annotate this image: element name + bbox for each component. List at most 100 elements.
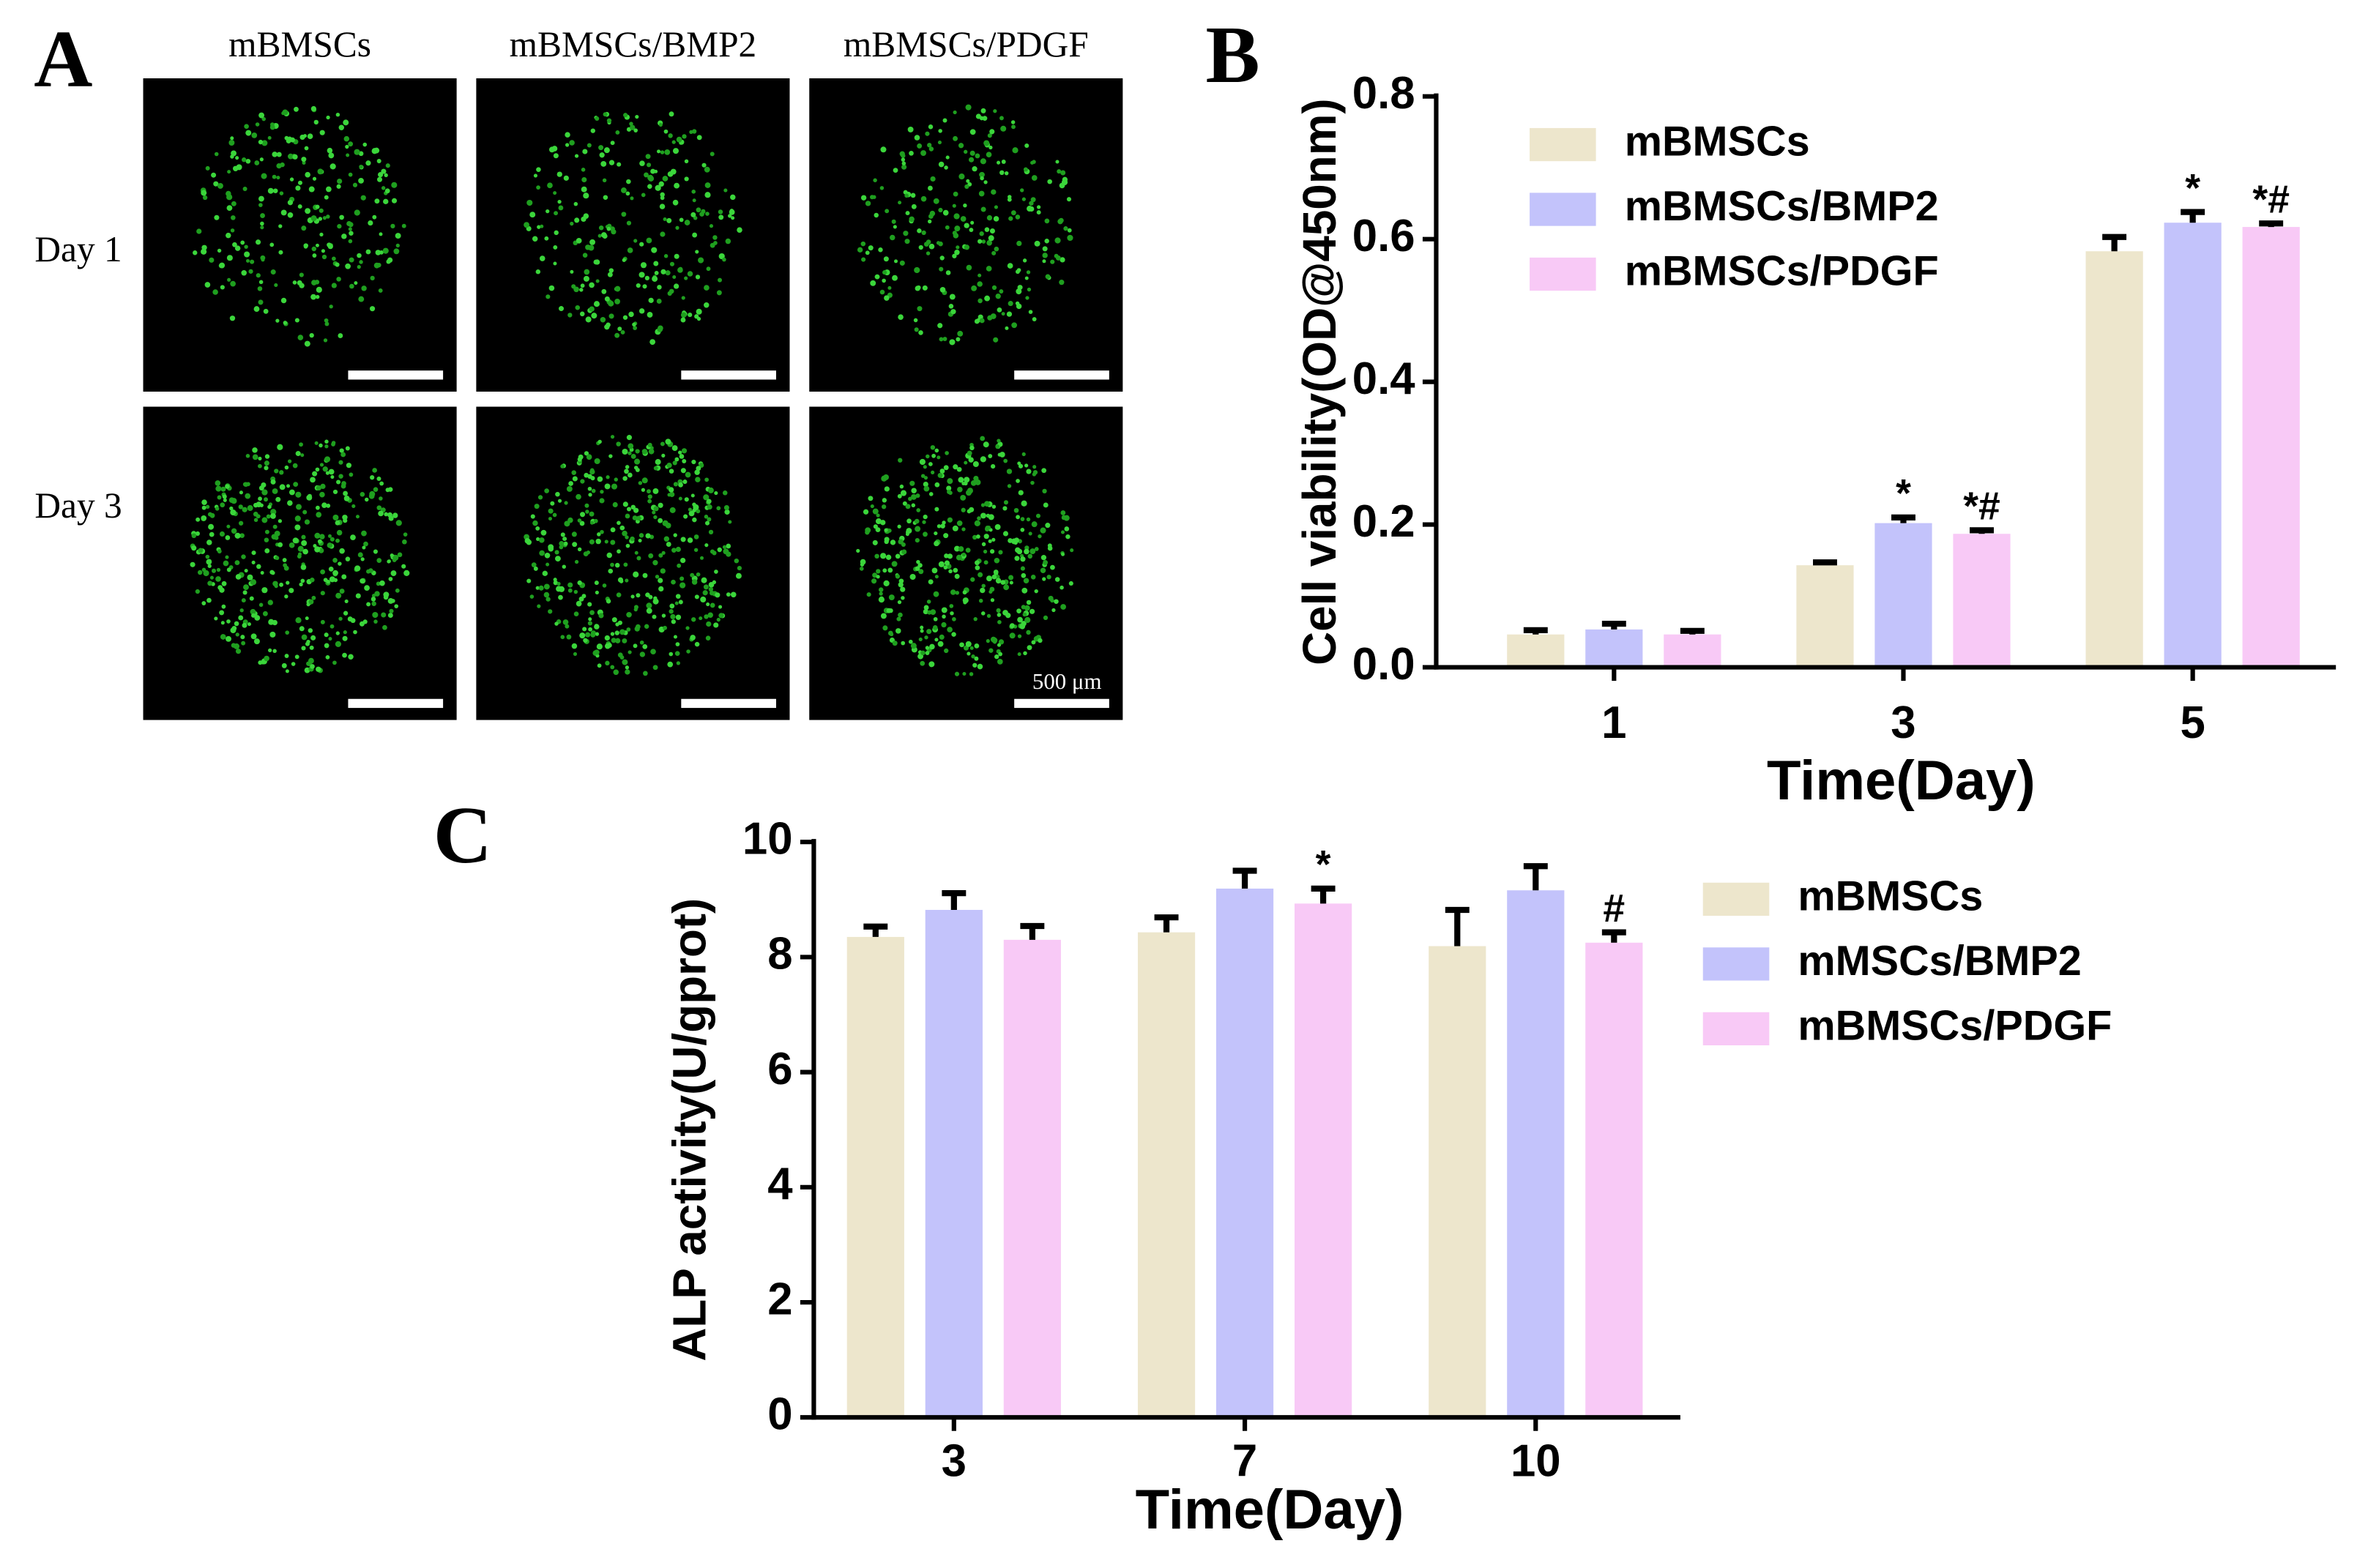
cell-dot <box>342 635 348 641</box>
cell-dot <box>646 237 652 244</box>
cell-dot <box>343 119 349 126</box>
cell-dot <box>225 484 230 489</box>
image-frame <box>476 406 790 720</box>
cell-dot <box>1030 197 1036 203</box>
cell-dot <box>635 115 639 119</box>
cell-dot <box>1030 160 1035 165</box>
cell-dot <box>887 567 893 573</box>
cell-dot <box>544 236 549 241</box>
cell-dot <box>691 459 696 465</box>
cell-dot <box>582 627 587 632</box>
cell-dot <box>888 594 895 601</box>
bar <box>1215 888 1274 1418</box>
cell-dot <box>360 195 366 201</box>
cell-dot <box>608 160 615 165</box>
cell-dot <box>895 553 901 559</box>
cell-dot <box>949 339 956 346</box>
cell-dot <box>669 288 674 294</box>
cell-dot <box>928 243 935 250</box>
cell-dot <box>702 590 708 596</box>
cell-dot <box>663 217 667 221</box>
cell-dot <box>707 517 712 522</box>
cell-dot <box>312 176 317 181</box>
cell-dot <box>397 552 403 558</box>
cell-dot <box>696 466 701 471</box>
cell-dot <box>943 565 948 570</box>
cell-dot <box>595 590 599 595</box>
cell-dot <box>986 639 990 643</box>
cell-dot <box>1050 259 1055 264</box>
cell-dot <box>1018 490 1024 496</box>
cell-dot <box>734 558 740 564</box>
cell-dot <box>642 643 648 649</box>
cell-dot <box>278 250 283 255</box>
cell-dot <box>942 520 946 525</box>
cell-dot <box>1034 547 1039 551</box>
cell-dot <box>954 573 960 579</box>
cell-dot <box>655 459 661 466</box>
cell-dot <box>343 496 350 501</box>
scale-bar <box>1014 370 1109 380</box>
cell-dot <box>225 555 229 559</box>
cell-dot <box>228 140 235 146</box>
cell-dot <box>348 141 354 147</box>
cell-dot <box>1016 515 1020 520</box>
panel-label: C <box>433 791 492 881</box>
cell-dot <box>297 335 304 340</box>
cell-dot <box>880 553 887 559</box>
cell-dot <box>696 308 702 315</box>
cell-dot <box>226 232 231 239</box>
y-axis-label: ALP activity(U/gprot) <box>663 898 716 1362</box>
cell-dot <box>571 470 577 476</box>
cell-dot <box>1018 463 1024 468</box>
cell-dot <box>965 548 971 553</box>
cell-dot <box>884 486 890 492</box>
cell-dot <box>294 515 301 522</box>
cell-dot <box>704 543 709 548</box>
cell-dot <box>628 443 634 449</box>
cell-dot <box>597 476 603 482</box>
cell-dot <box>1008 575 1014 580</box>
cell-dot <box>947 517 953 523</box>
cell-dot <box>308 186 315 193</box>
cell-dot <box>709 590 715 596</box>
cell-dot <box>324 321 329 326</box>
cell-dot <box>536 185 540 190</box>
cell-dot <box>370 475 375 480</box>
cell-dot <box>244 124 249 130</box>
cell-dot <box>312 471 318 477</box>
cell-dot <box>584 503 589 508</box>
cell-dot <box>980 512 986 519</box>
cell-dot <box>1042 577 1046 581</box>
cell-dot <box>269 570 275 575</box>
cell-dot <box>391 182 398 188</box>
cell-dot <box>234 621 239 627</box>
cell-dot <box>195 589 200 594</box>
cell-dot <box>1021 500 1027 507</box>
cell-dot <box>666 463 672 468</box>
cell-dot <box>374 198 380 204</box>
cell-dot <box>329 305 333 309</box>
cell-dot <box>934 638 939 642</box>
cell-dot <box>716 617 720 622</box>
cell-dot <box>915 537 920 543</box>
cell-dot <box>986 152 992 157</box>
cell-dot <box>731 216 735 220</box>
cell-dot <box>922 285 928 291</box>
cell-dot <box>332 514 339 521</box>
cell-dot <box>943 533 949 539</box>
error-bar <box>863 923 888 937</box>
cell-dot <box>876 575 880 579</box>
cell-dot <box>553 191 557 195</box>
cell-dot <box>658 553 663 558</box>
cell-dot <box>209 575 214 580</box>
cell-dot <box>1051 608 1056 613</box>
cell-dot <box>321 254 327 260</box>
cell-dot <box>927 143 932 148</box>
cell-dot <box>314 532 321 539</box>
cell-dot <box>373 487 379 492</box>
cell-dot <box>608 268 614 273</box>
bar <box>1874 523 1932 668</box>
error-bar <box>1311 885 1336 904</box>
cell-dot <box>692 198 696 203</box>
